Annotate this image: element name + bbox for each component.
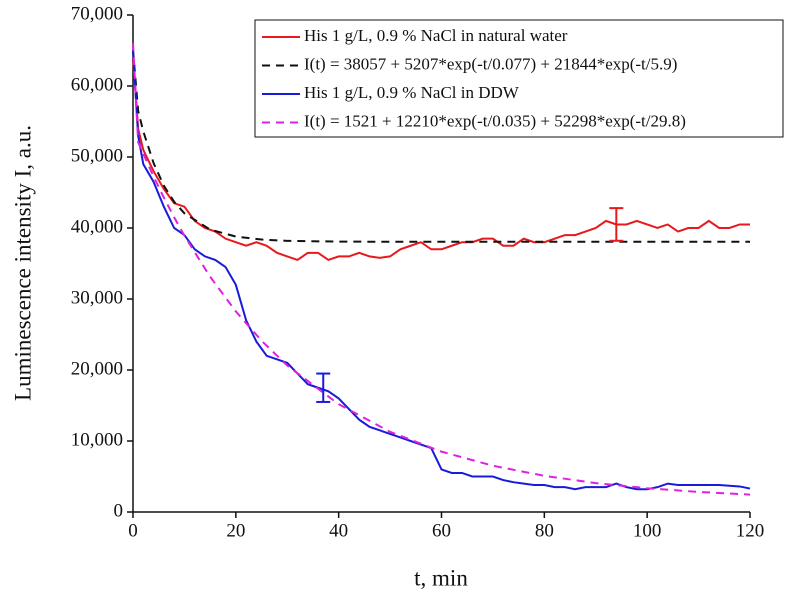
x-tick-label: 40: [329, 520, 348, 541]
data-line: [132, 57, 750, 262]
y-tick-label: 70,000: [71, 3, 123, 24]
y-tick-label: 20,000: [71, 358, 123, 379]
y-tick-label: 50,000: [71, 145, 123, 166]
y-tick-label: 10,000: [71, 429, 123, 450]
legend-box: [254, 19, 784, 138]
x-tick-label: 60: [432, 520, 451, 541]
y-tick-label: 30,000: [71, 287, 123, 308]
y-axis-label: Luminescence intensity I, a.u.: [10, 125, 35, 401]
legend-label: His 1 g/L, 0.9 % NaCl in natural water: [304, 26, 568, 45]
x-tick-label: 120: [736, 520, 765, 541]
fit-line: [132, 49, 750, 243]
legend-label: I(t) = 38057 + 5207*exp(-t/0.077) + 2184…: [304, 54, 677, 73]
x-tick-label: 100: [633, 520, 662, 541]
legend-label: I(t) = 1521 + 12210*exp(-t/0.035) + 5229…: [304, 111, 686, 130]
fit-line: [132, 43, 751, 496]
x-tick-label: 80: [535, 520, 554, 541]
x-tick-label: 0: [128, 520, 138, 541]
data-line: [132, 50, 751, 491]
x-axis-label: t, min: [414, 565, 468, 590]
y-tick-label: 40,000: [71, 216, 123, 237]
x-tick-label: 20: [226, 520, 245, 541]
y-tick-label: 0: [114, 500, 124, 521]
y-tick-label: 60,000: [71, 74, 123, 95]
legend-label: His 1 g/L, 0.9 % NaCl in DDW: [304, 83, 520, 102]
